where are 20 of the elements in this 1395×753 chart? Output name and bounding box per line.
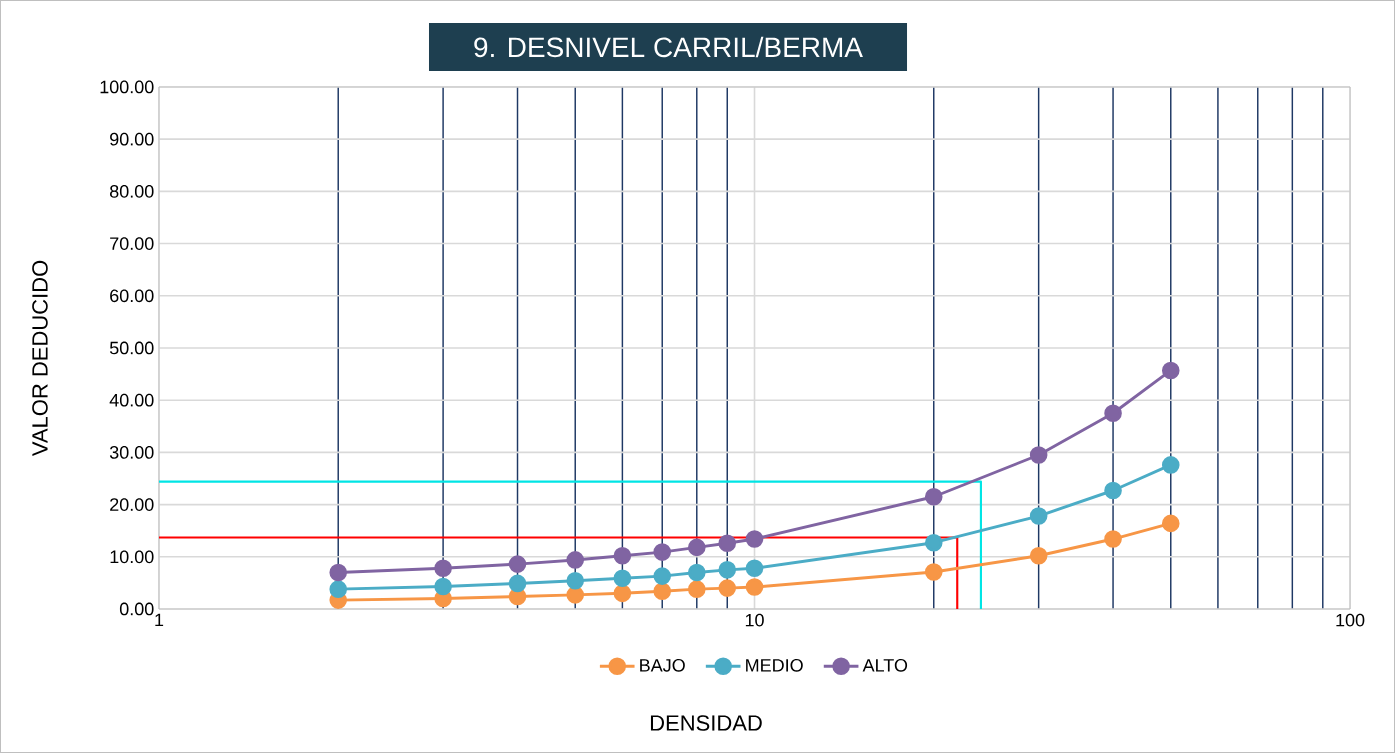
y-tick-label: 90.00: [110, 132, 154, 146]
y-tick-label: 40.00: [109, 393, 154, 407]
x-axis-title: DENSIDAD: [650, 715, 762, 731]
x-tick-label: 100: [1336, 613, 1365, 627]
y-tick-label: 20.00: [110, 498, 154, 511]
y-tick-label: 10.00: [110, 550, 154, 564]
x-tick-label: 1: [155, 613, 164, 627]
y-tick-label: 100.00: [100, 80, 154, 94]
y-tick-label: 60.00: [110, 289, 154, 303]
legend-label: BAJO: [640, 658, 685, 672]
y-tick-label: 30.00: [109, 446, 154, 459]
legend-label: MEDIO: [746, 658, 803, 672]
chart-title: 9. DESNIVEL CARRIL/BERMA: [474, 36, 863, 58]
y-tick-label: 80.00: [109, 185, 154, 198]
x-tick-label: 10: [745, 613, 764, 627]
y-axis-title: VALOR DEDUCIDO: [32, 260, 48, 457]
y-tick-label: 70.00: [110, 237, 154, 250]
legend-label: ALTO: [862, 658, 908, 672]
y-tick-label: 0.00: [119, 602, 154, 616]
y-tick-label: 50.00: [109, 341, 154, 355]
